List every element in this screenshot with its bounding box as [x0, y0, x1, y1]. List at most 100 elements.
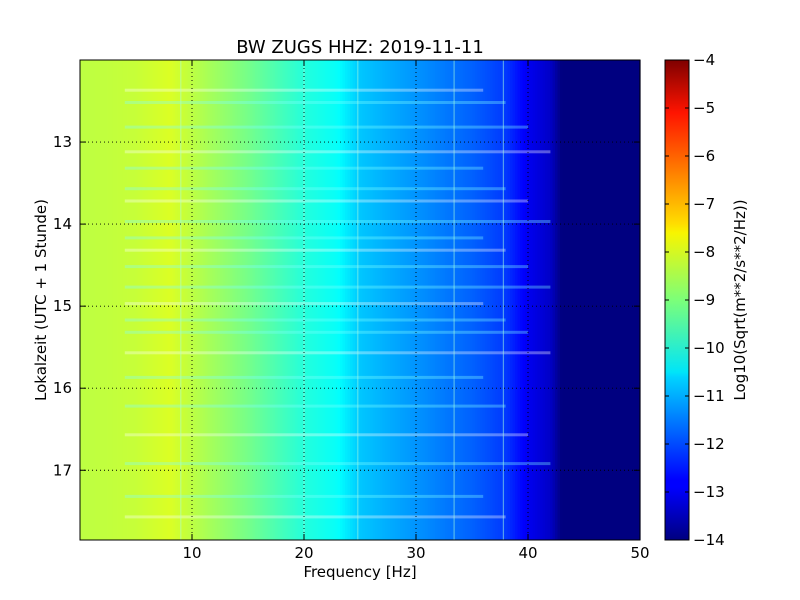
heatmap-cell	[357, 60, 361, 540]
heatmap-cell	[477, 60, 481, 540]
heatmap-cell	[145, 60, 149, 540]
heatmap-cell	[390, 60, 394, 540]
heatmap-cell	[162, 60, 166, 540]
colorbar-tick-label: −10	[693, 339, 725, 357]
heatmap-cell	[370, 60, 374, 540]
heatmap-cell	[177, 60, 181, 540]
time-streak	[124, 404, 506, 408]
heatmap-cell	[102, 60, 106, 540]
heatmap-cell	[412, 60, 416, 540]
heatmap-cell	[630, 60, 634, 540]
heatmap-cell	[415, 60, 419, 540]
heatmap-cell	[520, 60, 524, 540]
heatmap-cell	[247, 60, 251, 540]
heatmap-cell	[222, 60, 226, 540]
x-axis-label: Frequency [Hz]	[303, 563, 416, 581]
heatmap-cell	[105, 60, 109, 540]
heatmap-cell	[185, 60, 189, 540]
heatmap-cell	[457, 60, 461, 540]
heatmap-cell	[495, 60, 499, 540]
heatmap-cell	[200, 60, 204, 540]
heatmap-cell	[465, 60, 469, 540]
heatmap-cell	[107, 60, 111, 540]
colorbar-tick-label: −13	[693, 483, 725, 501]
heatmap-cell	[387, 60, 391, 540]
heatmap-cell	[447, 60, 451, 540]
heatmap-cell	[317, 60, 321, 540]
heatmap-cell	[165, 60, 169, 540]
heatmap-cell	[615, 60, 619, 540]
heatmap-cell	[342, 60, 346, 540]
heatmap-cell	[140, 60, 144, 540]
heatmap-cell	[312, 60, 316, 540]
heatmap-cell	[607, 60, 611, 540]
heatmap-cell	[305, 60, 309, 540]
heatmap-cell	[592, 60, 596, 540]
time-streak	[124, 515, 506, 519]
heatmap-cell	[537, 60, 541, 540]
heatmap-cell	[167, 60, 171, 540]
chart-title: BW ZUGS HHZ: 2019-11-11	[236, 37, 484, 58]
heatmap-cell	[122, 60, 126, 540]
x-tick-label: 50	[630, 544, 649, 562]
heatmap-cell	[330, 60, 334, 540]
heatmap-cell	[290, 60, 294, 540]
heatmap-cell	[515, 60, 519, 540]
heatmap-cell	[365, 60, 369, 540]
heatmap-cell	[117, 60, 121, 540]
heatmap-cell	[310, 60, 314, 540]
heatmap-cell	[502, 60, 506, 540]
heatmap-cell	[385, 60, 389, 540]
heatmap-cell	[460, 60, 464, 540]
heatmap-cell	[492, 60, 496, 540]
heatmap-cell	[462, 60, 466, 540]
heatmap-cell	[480, 60, 484, 540]
heatmap-cell	[482, 60, 486, 540]
colorbar-tick-label: −14	[693, 531, 725, 549]
heatmap-cell	[565, 60, 569, 540]
colorbar-tick-label: −11	[693, 387, 725, 405]
heatmap-cell	[580, 60, 584, 540]
heatmap-cell	[507, 60, 511, 540]
heatmap-cell	[320, 60, 324, 540]
heatmap-cell	[182, 60, 186, 540]
heatmap-cell	[327, 60, 331, 540]
heatmap-cell	[510, 60, 514, 540]
heatmap-cell	[270, 60, 274, 540]
heatmap-cell	[307, 60, 311, 540]
time-streak	[124, 285, 551, 289]
heatmap-cell	[112, 60, 116, 540]
heatmap-cell	[455, 60, 459, 540]
heatmap-cell	[442, 60, 446, 540]
heatmap-cell	[170, 60, 174, 540]
heatmap-cell	[250, 60, 254, 540]
heatmap-cell	[82, 60, 86, 540]
heatmap-cell	[350, 60, 354, 540]
heatmap-cell	[372, 60, 376, 540]
heatmap-cell	[490, 60, 494, 540]
heatmap-cell	[90, 60, 94, 540]
heatmap-cell	[587, 60, 591, 540]
heatmap-cell	[205, 60, 209, 540]
heatmap-cell	[627, 60, 631, 540]
heatmap-cell	[382, 60, 386, 540]
heatmap-cell	[570, 60, 574, 540]
heatmap-cell	[560, 60, 564, 540]
heatmap-cell	[522, 60, 526, 540]
heatmap-cell	[347, 60, 351, 540]
heatmap-cell	[417, 60, 421, 540]
heatmap-cell	[127, 60, 131, 540]
heatmap-cell	[567, 60, 571, 540]
heatmap-cell	[485, 60, 489, 540]
heatmap-cell	[435, 60, 439, 540]
time-streak	[124, 265, 529, 269]
heatmap-cell	[150, 60, 154, 540]
heatmap-cell	[157, 60, 161, 540]
y-tick-label: 17	[53, 461, 72, 479]
heatmap-cell	[100, 60, 104, 540]
heatmap-cell	[245, 60, 249, 540]
heatmap-cell	[237, 60, 241, 540]
colorbar-tick-label: −5	[693, 99, 715, 117]
heatmap-cell	[277, 60, 281, 540]
